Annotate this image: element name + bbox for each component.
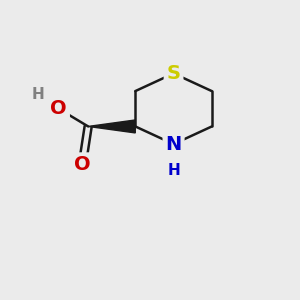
Text: N: N	[165, 135, 182, 154]
Text: H: H	[32, 87, 44, 102]
Text: S: S	[167, 64, 181, 83]
Text: O: O	[50, 99, 67, 118]
Text: O: O	[74, 155, 91, 174]
Text: H: H	[167, 163, 180, 178]
Polygon shape	[88, 120, 135, 133]
